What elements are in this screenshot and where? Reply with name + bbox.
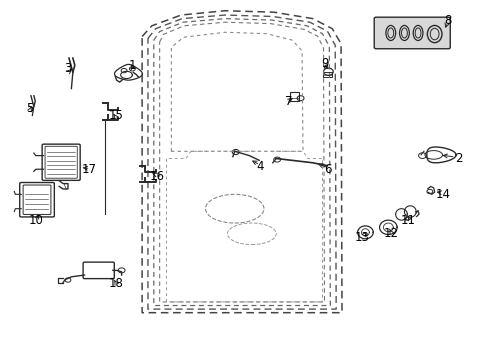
Bar: [322, 72, 331, 77]
Text: 16: 16: [149, 170, 164, 183]
Text: 13: 13: [354, 231, 369, 244]
Text: 6: 6: [324, 163, 331, 176]
Text: 18: 18: [108, 278, 123, 291]
Text: 1: 1: [128, 59, 136, 72]
Text: 7: 7: [284, 95, 291, 108]
Text: 4: 4: [256, 160, 264, 173]
Text: 14: 14: [435, 188, 450, 201]
Text: 10: 10: [28, 214, 43, 227]
Text: 12: 12: [383, 226, 397, 239]
Bar: [290, 93, 299, 101]
Text: 8: 8: [444, 14, 451, 27]
Text: 15: 15: [108, 109, 123, 122]
Text: 17: 17: [82, 163, 97, 176]
Text: 2: 2: [454, 152, 462, 165]
Text: 3: 3: [64, 62, 72, 75]
Text: 9: 9: [321, 57, 328, 69]
FancyBboxPatch shape: [373, 17, 449, 49]
Text: 5: 5: [26, 102, 34, 115]
Text: 11: 11: [400, 214, 415, 227]
